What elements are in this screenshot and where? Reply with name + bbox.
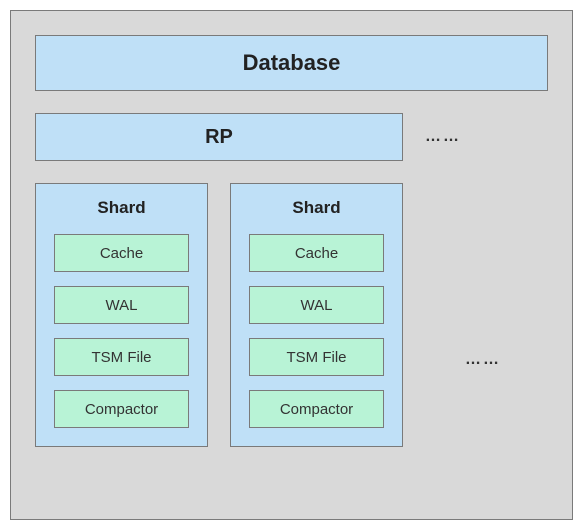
shard-box: Shard Cache WAL TSM File Compactor xyxy=(230,183,403,447)
shard-item-compactor: Compactor xyxy=(54,390,189,428)
shard-item-compactor: Compactor xyxy=(249,390,384,428)
shard-title: Shard xyxy=(54,198,189,218)
shard-item-wal: WAL xyxy=(249,286,384,324)
shard-box: Shard Cache WAL TSM File Compactor xyxy=(35,183,208,447)
shards-row: Shard Cache WAL TSM File Compactor Shard… xyxy=(35,183,548,447)
diagram-container: Database RP …… Shard Cache WAL TSM File … xyxy=(10,10,573,520)
rp-row: RP …… xyxy=(35,113,548,161)
rp-box: RP xyxy=(35,113,403,161)
shard-ellipsis: …… xyxy=(465,351,501,369)
shard-item-tsmfile: TSM File xyxy=(54,338,189,376)
shard-item-cache: Cache xyxy=(54,234,189,272)
shard-item-wal: WAL xyxy=(54,286,189,324)
rp-ellipsis: …… xyxy=(425,128,461,146)
shard-item-cache: Cache xyxy=(249,234,384,272)
database-label: Database xyxy=(243,50,341,76)
rp-label: RP xyxy=(205,126,233,149)
shard-title: Shard xyxy=(249,198,384,218)
database-box: Database xyxy=(35,35,548,91)
shard-item-tsmfile: TSM File xyxy=(249,338,384,376)
